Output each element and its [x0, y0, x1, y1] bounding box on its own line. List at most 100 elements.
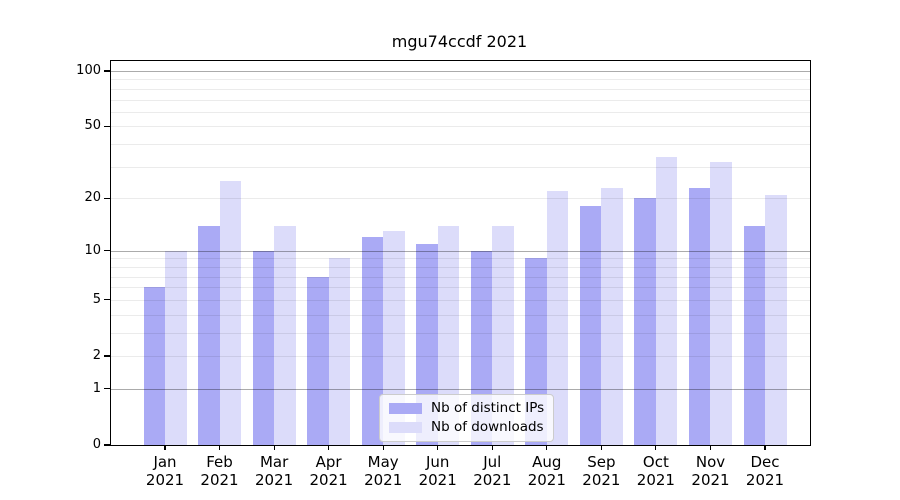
legend-swatch-downloads: [389, 422, 422, 433]
x-label-year: 2021: [145, 471, 185, 489]
legend-item-downloads: Nb of downloads: [389, 418, 544, 437]
x-label-year: 2021: [364, 471, 403, 489]
legend-swatch-distinct-ips: [389, 403, 422, 414]
gridline-minor: [111, 79, 810, 81]
bar-nb-of-downloads: [219, 181, 242, 445]
x-label-month: Mar: [259, 453, 289, 471]
gridline-minor: [111, 88, 810, 90]
bar-nb-of-distinct-ips: [307, 276, 329, 445]
x-axis-tick: [600, 445, 602, 450]
x-axis-tick: [273, 445, 275, 450]
y-axis-tick: [104, 444, 111, 446]
x-label-year: 2021: [636, 471, 675, 489]
x-axis-tick: [218, 445, 221, 450]
gridline-major: [111, 71, 810, 72]
x-axis-tick-label: Jul 2021: [457, 453, 527, 489]
bar-nb-of-distinct-ips: [252, 250, 275, 445]
y-axis-tick: [104, 299, 111, 301]
x-label-year: 2021: [582, 471, 621, 489]
plot-area: Nb of distinct IPs Nb of downloads 0 1 2 5 1…: [76, 60, 811, 489]
y-axis-tick-label: 10: [84, 242, 101, 258]
legend-label-downloads: Nb of downloads: [431, 419, 544, 435]
bar-nb-of-distinct-ips: [361, 237, 384, 445]
x-axis-tick-label: Aug 2021: [512, 453, 582, 489]
y-axis-tick: [104, 355, 111, 357]
bar-nb-of-downloads: [655, 156, 678, 445]
x-label-month: Dec: [750, 453, 780, 471]
x-label-month: Apr: [315, 453, 342, 471]
x-axis-tick-label: Jan 2021: [130, 453, 200, 489]
y-axis-tick: [104, 250, 111, 252]
bar-nb-of-distinct-ips: [634, 198, 656, 445]
x-label-year: 2021: [418, 471, 457, 489]
y-axis-tick: [104, 388, 111, 390]
bar-nb-of-downloads: [437, 225, 460, 445]
gridline-minor: [111, 166, 810, 168]
gridline-minor: [111, 111, 810, 113]
x-label-month: May: [367, 453, 399, 471]
legend-label-distinct-ips: Nb of distinct IPs: [431, 400, 545, 416]
x-label-year: 2021: [691, 471, 730, 489]
gridline-minor: [111, 144, 810, 146]
gridline-minor: [111, 126, 810, 128]
legend: Nb of distinct IPs Nb of downloads: [379, 394, 555, 442]
x-axis-tick: [328, 445, 330, 450]
x-label-year: 2021: [200, 471, 239, 489]
x-label-month: Nov: [695, 453, 726, 471]
y-axis-tick-label: 50: [84, 118, 101, 134]
bar-nb-of-downloads: [274, 225, 296, 445]
x-axis-tick: [764, 445, 766, 450]
bar-nb-of-downloads: [765, 194, 787, 445]
x-axis-tick-label: Mar 2021: [239, 453, 309, 489]
x-axis-tick: [382, 445, 384, 450]
x-axis-tick-label: Oct 2021: [621, 453, 691, 489]
x-axis-tick-label: Feb 2021: [185, 453, 255, 489]
x-label-year: 2021: [745, 471, 785, 489]
bar-nb-of-distinct-ips: [198, 225, 220, 445]
x-axis-tick-label: Jun 2021: [403, 453, 473, 489]
y-axis-tick-label: 5: [92, 291, 101, 307]
bar-nb-of-downloads: [601, 187, 623, 445]
x-axis-tick: [655, 445, 657, 450]
x-axis-tick: [491, 445, 493, 450]
y-axis-tick-label: 2: [92, 348, 101, 363]
x-axis-tick-label: May 2021: [348, 453, 418, 489]
x-label-year: 2021: [527, 471, 566, 489]
y-axis-tick-label: 0: [92, 437, 101, 452]
chart-title: mgu74ccdf 2021: [391, 32, 528, 51]
y-axis-tick: [104, 70, 111, 72]
bar-nb-of-downloads: [165, 250, 187, 445]
bar-nb-of-distinct-ips: [143, 287, 165, 445]
bar-nb-of-downloads: [383, 231, 405, 445]
y-axis-tick: [104, 197, 111, 199]
x-label-month: Aug: [532, 453, 562, 471]
x-axis-tick-label: Nov 2021: [676, 453, 746, 489]
x-label-month: Oct: [642, 453, 669, 471]
bar-nb-of-downloads: [546, 190, 569, 445]
y-axis-tick-label: 100: [76, 63, 101, 78]
y-axis-tick: [104, 125, 111, 127]
x-axis-tick: [164, 445, 166, 450]
x-axis-tick-label: Apr 2021: [294, 453, 364, 489]
x-axis-tick-label: Sep 2021: [566, 453, 636, 489]
x-label-month: Jan: [153, 453, 177, 471]
x-label-month: Sep: [587, 453, 616, 471]
x-label-year: 2021: [309, 471, 348, 489]
x-axis-tick: [437, 445, 439, 450]
x-label-month: Jul: [483, 453, 502, 471]
x-label-year: 2021: [473, 471, 512, 489]
y-axis-tick-label: 20: [84, 190, 101, 206]
bar-nb-of-downloads: [492, 225, 514, 445]
bar-nb-of-downloads: [328, 258, 351, 445]
bar-nb-of-distinct-ips: [743, 225, 765, 445]
x-label-month: Feb: [206, 453, 233, 471]
bar-nb-of-distinct-ips: [688, 187, 711, 445]
legend-item-distinct-ips: Nb of distinct IPs: [389, 399, 544, 418]
x-label-year: 2021: [255, 471, 294, 489]
bar-nb-of-downloads: [710, 161, 732, 445]
bar-nb-of-distinct-ips: [579, 206, 602, 445]
gridline-minor: [111, 99, 810, 101]
x-axis-tick: [546, 445, 548, 450]
x-axis-tick-label: Dec 2021: [730, 453, 800, 489]
